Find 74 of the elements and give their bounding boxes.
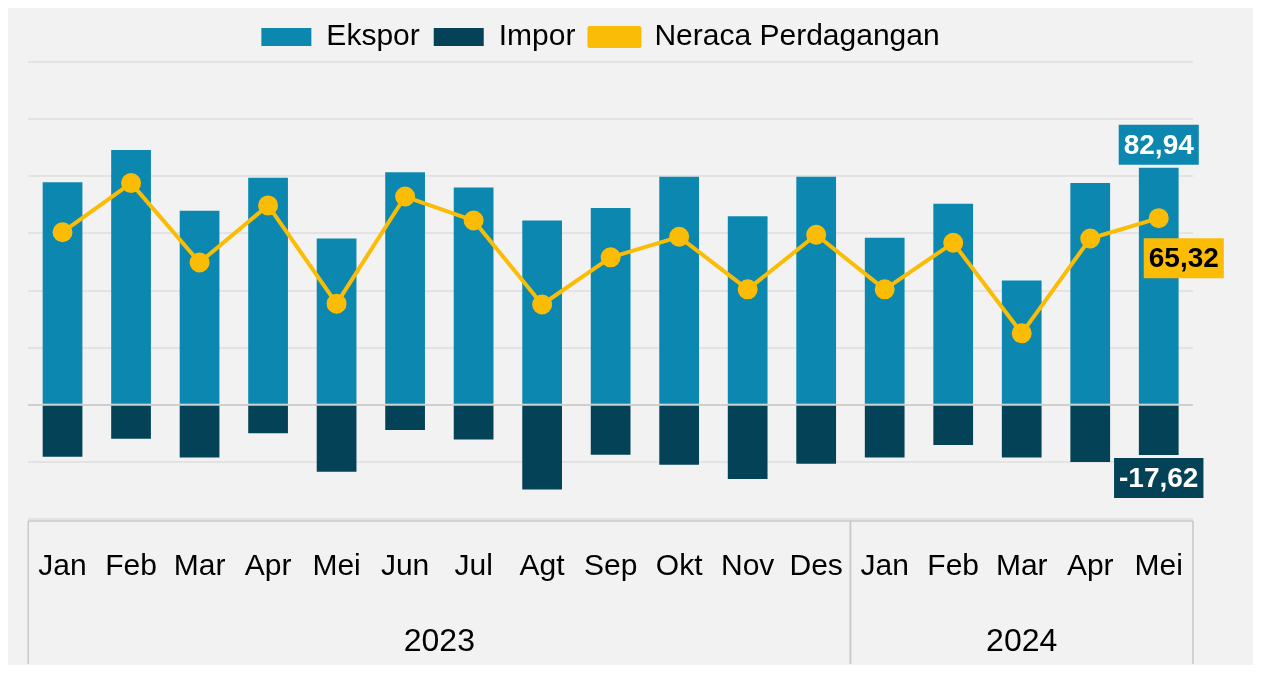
data-label: 65,32 <box>1148 241 1219 273</box>
x-tick-label: Jan <box>38 548 87 582</box>
point <box>943 232 964 253</box>
x-tick-label: Mei <box>1134 548 1183 582</box>
point <box>874 279 895 300</box>
point <box>258 195 279 216</box>
legend-label: Impor <box>498 18 576 52</box>
legend-label: Ekspor <box>326 18 420 52</box>
bar <box>727 216 768 404</box>
x-tick-label: Nov <box>720 548 775 582</box>
bar <box>1070 183 1111 404</box>
bar <box>727 405 768 480</box>
point <box>189 252 210 273</box>
bar <box>864 237 905 404</box>
point <box>806 224 827 245</box>
x-tick-label: Mar <box>173 548 226 582</box>
bar <box>522 405 562 490</box>
bar <box>864 405 905 458</box>
bar <box>111 405 151 439</box>
bar <box>248 177 288 404</box>
point <box>1080 228 1101 249</box>
point <box>326 293 347 314</box>
point <box>600 247 621 268</box>
x-tick-label: Sep <box>583 548 638 582</box>
x-tick-label: Apr <box>1066 548 1114 582</box>
legend-label: Neraca Perdagangan <box>654 18 940 52</box>
bar <box>385 172 425 404</box>
bar <box>659 405 700 465</box>
bar <box>179 405 220 458</box>
bar <box>590 405 631 455</box>
bar <box>796 405 837 464</box>
point <box>52 222 73 243</box>
point <box>121 173 142 194</box>
point <box>463 210 484 231</box>
point <box>1011 323 1032 344</box>
x-tick-label: Feb <box>105 548 157 582</box>
bar <box>453 187 494 404</box>
x-tick-label: Jun <box>380 548 430 582</box>
bar <box>1070 405 1111 462</box>
point <box>1148 208 1169 229</box>
bar <box>933 405 974 446</box>
bar <box>933 203 974 404</box>
bar <box>42 182 83 404</box>
bar <box>796 176 837 404</box>
data-label: 82,94 <box>1123 128 1195 160</box>
point <box>669 226 690 247</box>
bar <box>453 405 494 440</box>
bar <box>316 405 357 472</box>
bar <box>1001 405 1042 458</box>
x-tick-label: Des <box>789 548 843 582</box>
bar <box>179 210 220 404</box>
bar <box>1001 280 1042 404</box>
text: 2024 <box>986 621 1058 658</box>
bar <box>385 405 425 430</box>
x-tick-label: Mar <box>995 548 1048 582</box>
point <box>532 294 553 315</box>
bar <box>522 220 562 404</box>
x-tick-label: Okt <box>655 548 704 582</box>
bar <box>42 405 83 457</box>
bar <box>316 238 357 404</box>
bar <box>111 149 151 404</box>
bar <box>590 207 631 404</box>
x-tick-label: Jan <box>860 548 909 582</box>
x-tick-label: Feb <box>927 548 980 582</box>
x-tick-label: Agt <box>519 548 566 582</box>
data-label: -17,62 <box>1119 461 1199 493</box>
bar <box>659 176 700 404</box>
bar <box>248 405 288 434</box>
point <box>395 186 416 207</box>
x-tick-label: Jul <box>454 548 493 582</box>
point <box>737 279 758 300</box>
text: 2023 <box>403 621 475 658</box>
x-tick-label: Apr <box>244 548 292 582</box>
x-tick-label: Mei <box>312 548 361 582</box>
